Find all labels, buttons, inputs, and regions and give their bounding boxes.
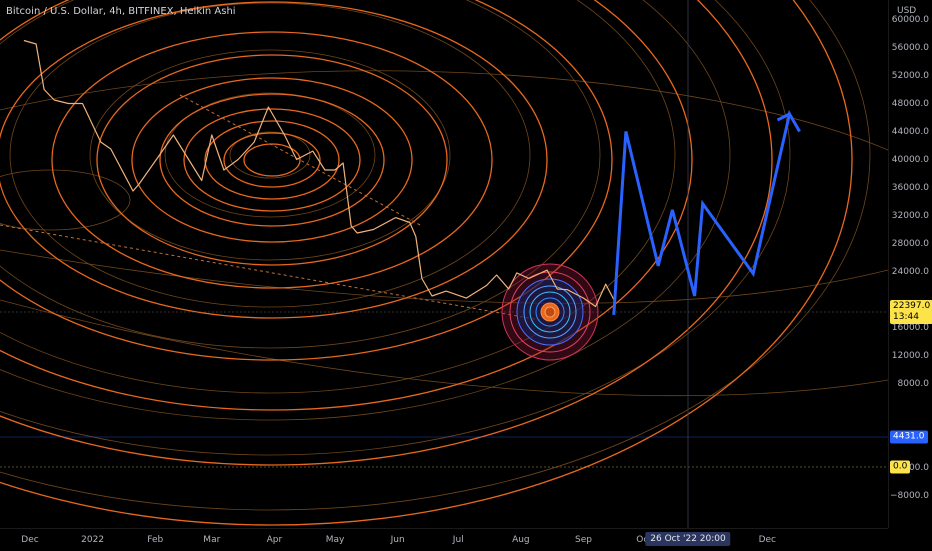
price-tick: 8000.0: [897, 378, 930, 389]
current-price-value: 22397.0: [893, 301, 931, 311]
price-axis[interactable]: USD 64000.060000.056000.052000.048000.04…: [888, 0, 932, 528]
currency-label: USD: [897, 6, 917, 16]
time-axis[interactable]: Dec2022FebMarAprMayJunJulAugSepOctNovDec…: [0, 528, 888, 551]
dashed-trend-lines: [0, 94, 541, 321]
price-tick: 16000.0: [891, 322, 929, 333]
price-tick: 44000.0: [891, 126, 929, 137]
time-tick: Sep: [574, 535, 592, 545]
projection-zigzag: [612, 109, 801, 315]
price-tick: 12000.0: [891, 350, 929, 361]
crosshair-time-badge: 26 Oct '22 20:00: [645, 532, 731, 546]
price-tick: 60000.0: [891, 14, 929, 25]
price-tick: 32000.0: [891, 210, 929, 221]
price-tick: 24000.0: [891, 266, 929, 277]
time-tick: Apr: [266, 535, 283, 545]
time-tick: Aug: [512, 535, 530, 545]
price-tick: −8000.0: [889, 490, 929, 501]
axis-corner: [888, 528, 932, 550]
time-tick: Dec: [21, 535, 39, 545]
current-price-badge: 22397.0 13:44: [890, 300, 932, 324]
time-tick: Jun: [390, 535, 405, 545]
time-tick: 2022: [81, 535, 105, 545]
level-badge-yellow: 0.0: [890, 460, 911, 474]
price-tick: 40000.0: [891, 154, 929, 165]
price-chart[interactable]: [0, 0, 888, 528]
price-tick: 56000.0: [891, 42, 929, 53]
fib-rings-orange: [0, 0, 853, 526]
price-series-line: [23, 39, 615, 308]
price-tick: 28000.0: [891, 238, 929, 249]
bar-countdown: 13:44: [893, 312, 919, 322]
time-tick: Dec: [758, 535, 777, 545]
time-tick: Mar: [203, 535, 221, 545]
time-tick: Jul: [452, 535, 464, 545]
projection-arrowhead: [776, 112, 791, 122]
symbol-legend[interactable]: Bitcoin / U.S. Dollar, 4h, BITFINEX, Hei…: [6, 6, 236, 17]
time-tick: Oct: [636, 535, 652, 545]
time-tick: Feb: [147, 535, 164, 545]
chart-area[interactable]: Bitcoin / U.S. Dollar, 4h, BITFINEX, Hei…: [0, 0, 888, 528]
price-tick: 36000.0: [891, 182, 929, 193]
fib-rings-faint: [0, 0, 888, 511]
spiral-target-marker: [501, 263, 599, 361]
level-badge-blue: 4431.0: [890, 430, 928, 444]
price-tick: 48000.0: [891, 98, 929, 109]
time-tick: May: [325, 535, 345, 545]
price-tick: 52000.0: [891, 70, 929, 81]
